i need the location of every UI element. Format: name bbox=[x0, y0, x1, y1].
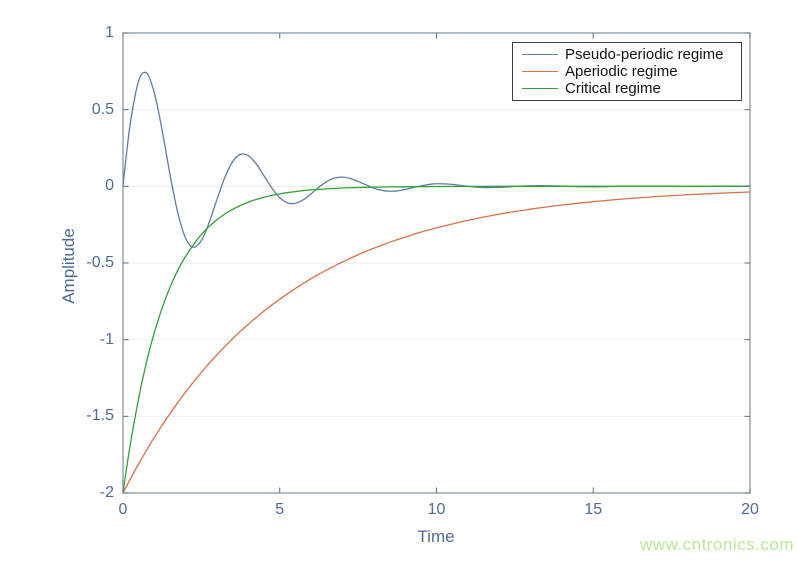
y-tick-label: -0.5 bbox=[86, 254, 114, 271]
x-tick-label: 15 bbox=[584, 501, 603, 518]
watermark: www.cntronics.com bbox=[640, 535, 794, 554]
y-tick-label: -1 bbox=[99, 330, 114, 348]
series-curve-2 bbox=[122, 191, 751, 494]
legend-line-sample bbox=[522, 88, 558, 89]
legend-item-label: Pseudo-periodic regime bbox=[565, 46, 724, 63]
x-axis-label: Time bbox=[417, 527, 455, 546]
legend-item: Aperiodic regime bbox=[513, 63, 741, 80]
legend: Pseudo-periodic regime Aperiodic regime Cr… bbox=[512, 42, 742, 101]
legend-item-label: Critical regime bbox=[565, 80, 661, 97]
x-tick-label: 0 bbox=[118, 501, 128, 518]
legend-line-sample bbox=[522, 71, 558, 72]
y-tick-label: -1.5 bbox=[86, 407, 114, 425]
legend-line-sample bbox=[522, 54, 558, 55]
legend-item: Pseudo-periodic regime bbox=[513, 46, 741, 63]
y-tick-label: -2 bbox=[99, 484, 114, 501]
x-tick-label: 5 bbox=[275, 501, 285, 518]
legend-item-label: Aperiodic regime bbox=[565, 63, 678, 80]
y-tick-label: 0.5 bbox=[91, 100, 114, 118]
y-tick-label: 0 bbox=[105, 177, 114, 195]
x-tick-label: 10 bbox=[427, 501, 446, 518]
series-curve-3 bbox=[122, 185, 751, 494]
legend-item: Critical regime bbox=[513, 80, 741, 97]
y-axis-label: Amplitude bbox=[59, 228, 78, 304]
y-tick-label: 1 bbox=[105, 24, 114, 41]
x-tick-label: 20 bbox=[741, 501, 759, 518]
